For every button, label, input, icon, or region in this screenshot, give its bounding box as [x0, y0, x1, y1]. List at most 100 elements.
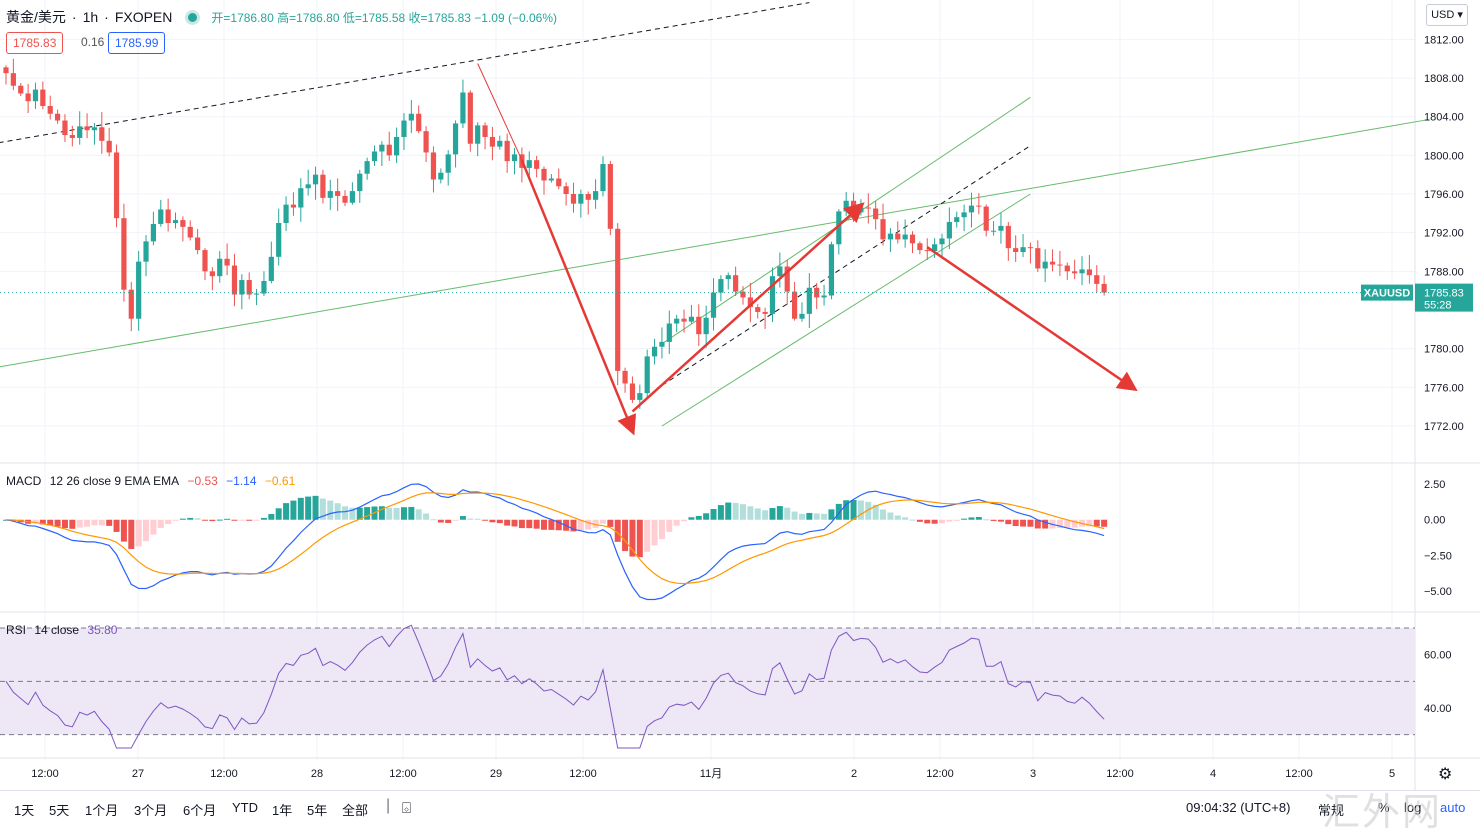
- macd-hist-bar-129: [953, 519, 960, 521]
- percent-toggle[interactable]: %: [1378, 800, 1390, 815]
- price-tick-6: 1788.00: [1424, 266, 1464, 278]
- macd-signal-line: [5, 492, 1105, 585]
- time-tick-8: 2: [851, 768, 857, 780]
- candle-body-6: [47, 106, 53, 114]
- price-tick-1: 1808.00: [1424, 73, 1464, 85]
- session-mode[interactable]: 常规: [1318, 803, 1345, 818]
- spread-value: 0.16: [81, 35, 105, 49]
- last-price-tag: [1415, 283, 1473, 312]
- price-tick-4: 1796.00: [1424, 189, 1464, 201]
- candle-body-86: [637, 393, 643, 400]
- candle-body-41: [305, 184, 311, 189]
- macd-hist-bar-85: [629, 519, 636, 557]
- range-5y-button[interactable]: 5年: [307, 803, 328, 818]
- log-toggle[interactable]: log: [1404, 800, 1422, 815]
- candle-body-5: [40, 89, 46, 107]
- candle-body-128: [946, 222, 952, 239]
- up-arrow: [631, 202, 865, 413]
- candle-body-48: [357, 173, 363, 192]
- candle-body-31: [231, 265, 238, 295]
- macd-hist-bar-39: [290, 500, 297, 520]
- candle-body-72: [534, 160, 540, 169]
- macd-hist-bar-109: [806, 512, 813, 520]
- range-1d-button[interactable]: 1天: [14, 803, 35, 818]
- candle-body-136: [1005, 225, 1011, 249]
- candle-body-38: [283, 204, 289, 223]
- macd-hist-bar-67: [496, 519, 503, 524]
- macd-hist-bar-91: [673, 519, 680, 526]
- currency-selector[interactable]: USD ▾: [1426, 4, 1468, 26]
- symbol-name[interactable]: 黄金/美元: [6, 9, 66, 25]
- macd-hist-bar-12: [91, 519, 98, 526]
- macd-hist-bar-74: [548, 519, 555, 530]
- candle-body-112: [828, 244, 835, 296]
- macd-hist-bar-30: [224, 518, 231, 520]
- divider: |: [386, 797, 391, 814]
- rsi-tick-0: 60.00: [1424, 650, 1452, 662]
- macd-hist-bar-49: [364, 507, 371, 520]
- candle-body-130: [961, 212, 967, 218]
- macd-hist-bar-136: [1005, 519, 1012, 525]
- candle-body-71: [526, 160, 532, 168]
- candle-body-27: [202, 250, 208, 272]
- candle-body-14: [106, 140, 112, 153]
- price-tick-7: 1780.00: [1424, 344, 1464, 356]
- macd-hist-bar-14: [106, 519, 113, 526]
- range-1m-button[interactable]: 1个月: [85, 803, 119, 818]
- range-6m-button[interactable]: 6个月: [183, 803, 217, 818]
- clock-time[interactable]: 09:04:32 (UTC+8): [1186, 800, 1291, 815]
- candle-body-117: [865, 207, 871, 209]
- candle-body-75: [556, 178, 562, 187]
- candle-body-49: [364, 161, 370, 174]
- macd-hist-bar-41: [305, 496, 312, 520]
- candle-body-45: [335, 191, 341, 196]
- macd-hist-bar-94: [695, 515, 702, 520]
- auto-scale-toggle[interactable]: auto: [1440, 800, 1466, 815]
- range-1y-button[interactable]: 1年: [272, 803, 293, 818]
- macd-line-value: −1.14: [226, 474, 257, 488]
- range-3m-button[interactable]: 3个月: [134, 803, 168, 818]
- rsi-tick-1: 40.00: [1424, 703, 1452, 715]
- rsi-legend[interactable]: RSI 14 close 35.80: [6, 623, 122, 637]
- candle-body-65: [482, 125, 488, 137]
- macd-legend[interactable]: MACD 12 26 close 9 EMA EMA −0.53 −1.14 −…: [6, 474, 300, 488]
- time-tick-1: 27: [132, 768, 144, 780]
- candle-body-42: [312, 174, 319, 185]
- macd-hist-bar-26: [194, 518, 201, 520]
- macd-hist-bar-82: [607, 519, 614, 527]
- candle-body-105: [777, 266, 783, 277]
- macd-hist-bar-143: [1056, 519, 1063, 529]
- candle-body-66: [489, 136, 496, 147]
- buy-price-button[interactable]: 1785.99: [108, 32, 166, 54]
- macd-hist-bar-149: [1101, 519, 1108, 527]
- sell-price-button[interactable]: 1785.83: [6, 32, 64, 54]
- candle-body-96: [710, 292, 717, 318]
- symbol-header[interactable]: 黄金/美元 · 1h · FXOPEN 开=1786.80 高=1786.80 …: [6, 6, 557, 28]
- candle-body-67: [497, 140, 503, 147]
- macd-hist-bar-44: [327, 500, 334, 520]
- time-tick-9: 12:00: [926, 768, 954, 780]
- candle-body-47: [349, 191, 355, 203]
- macd-hist-bar-57: [423, 513, 430, 520]
- macd-hist-bar-48: [356, 507, 363, 520]
- candle-body-95: [703, 317, 709, 335]
- range-all-button[interactable]: 全部: [342, 803, 369, 818]
- candle-body-81: [600, 164, 606, 192]
- candle-body-18: [136, 261, 142, 319]
- candle-body-26: [195, 237, 201, 251]
- candle-body-53: [394, 136, 400, 156]
- settings-gear-icon[interactable]: ⚙: [1438, 766, 1453, 783]
- candle-body-145: [1072, 271, 1078, 274]
- resistance-dashed-line: [0, 2, 810, 144]
- macd-hist-bar-97: [717, 505, 724, 520]
- macd-hist-bar-63: [467, 518, 474, 520]
- header-separator: ·: [71, 9, 77, 25]
- range-5d-button[interactable]: 5天: [49, 803, 70, 818]
- interval-label[interactable]: 1h: [82, 9, 99, 25]
- calendar-range-icon[interactable]: ⌺: [402, 800, 412, 817]
- time-tick-0: 12:00: [31, 768, 59, 780]
- range-ytd-button[interactable]: YTD: [232, 800, 258, 815]
- candle-body-35: [261, 281, 267, 294]
- macd-hist-bar-83: [614, 519, 621, 542]
